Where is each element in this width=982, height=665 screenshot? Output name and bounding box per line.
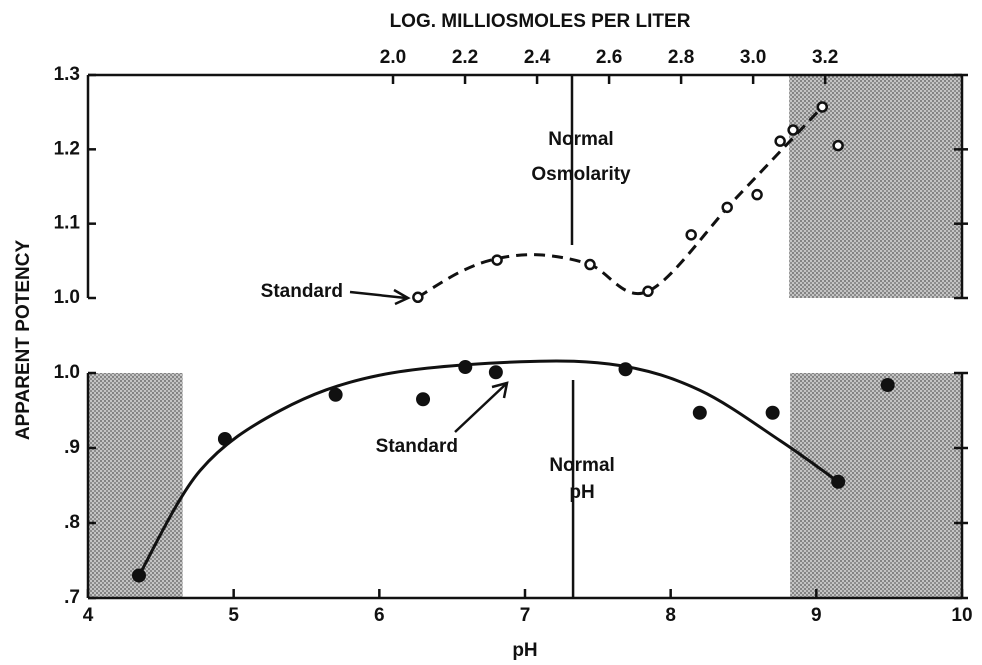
fit-line — [417, 105, 824, 299]
shaded-region — [789, 75, 962, 298]
y-tick-label: 1.0 — [54, 287, 80, 308]
open-point — [816, 101, 829, 113]
open-point — [832, 139, 844, 152]
filled-point — [831, 474, 846, 489]
x-tick-label: 5 — [228, 605, 239, 626]
open-point — [751, 188, 763, 201]
annotation: Standard — [376, 436, 458, 457]
open-point — [774, 135, 786, 147]
annotation: pH — [569, 482, 594, 503]
standard-arrow — [349, 290, 407, 300]
x-tick-label: 2.8 — [668, 47, 694, 68]
x-tick-label: 4 — [83, 605, 94, 626]
filled-point — [458, 360, 473, 374]
standard-arrowhead — [491, 381, 509, 399]
open-point — [584, 258, 596, 271]
y-tick-label: .7 — [64, 587, 80, 608]
x-tick-label: 6 — [374, 605, 385, 626]
annotation: Normal — [548, 129, 613, 150]
x-tick-label: 7 — [520, 605, 531, 626]
x-tick-label: 2.0 — [380, 47, 406, 68]
filled-point — [880, 378, 895, 392]
x-tick-label: 2.6 — [596, 47, 622, 68]
filled-point — [217, 432, 232, 446]
x-tick-label: 9 — [811, 605, 822, 626]
shaded-region — [88, 373, 183, 598]
x-tick-label: 10 — [951, 605, 972, 626]
y-axis-label: APPARENT POTENCY — [13, 240, 34, 441]
x-tick-label: 2.2 — [452, 47, 478, 68]
filled-point — [328, 387, 343, 402]
y-tick-label: .9 — [64, 437, 80, 458]
filled-point — [416, 392, 431, 407]
standard-arrowhead — [393, 288, 411, 306]
y-tick-label: 1.3 — [54, 64, 80, 85]
open-point — [685, 229, 697, 241]
x-tick-label: 2.4 — [524, 47, 551, 68]
filled-point — [765, 405, 780, 420]
open-point — [787, 124, 799, 136]
fit-line — [137, 359, 840, 577]
filled-point — [488, 365, 503, 380]
filled-point — [618, 362, 633, 377]
bottom-x-axis-label: pH — [512, 640, 537, 661]
x-tick-label: 8 — [665, 605, 676, 626]
filled-point — [692, 405, 707, 420]
annotation: Osmolarity — [531, 164, 631, 185]
annotation: Standard — [261, 281, 343, 302]
filled-point — [131, 568, 146, 583]
shaded-region — [790, 373, 962, 598]
standard-arrow — [454, 383, 507, 433]
y-tick-label: 1.1 — [54, 213, 81, 234]
open-point — [412, 291, 424, 304]
annotation: Normal — [549, 455, 614, 476]
top-x-axis-label: LOG. MILLIOSMOLES PER LITER — [390, 11, 691, 32]
open-point — [721, 201, 733, 214]
y-tick-label: 1.2 — [54, 138, 80, 159]
y-tick-label: 1.0 — [54, 362, 80, 383]
open-point — [642, 285, 654, 298]
y-tick-label: .8 — [64, 512, 80, 533]
open-point — [491, 254, 503, 266]
x-tick-label: 3.0 — [740, 47, 766, 68]
x-tick-label: 3.2 — [812, 47, 838, 68]
